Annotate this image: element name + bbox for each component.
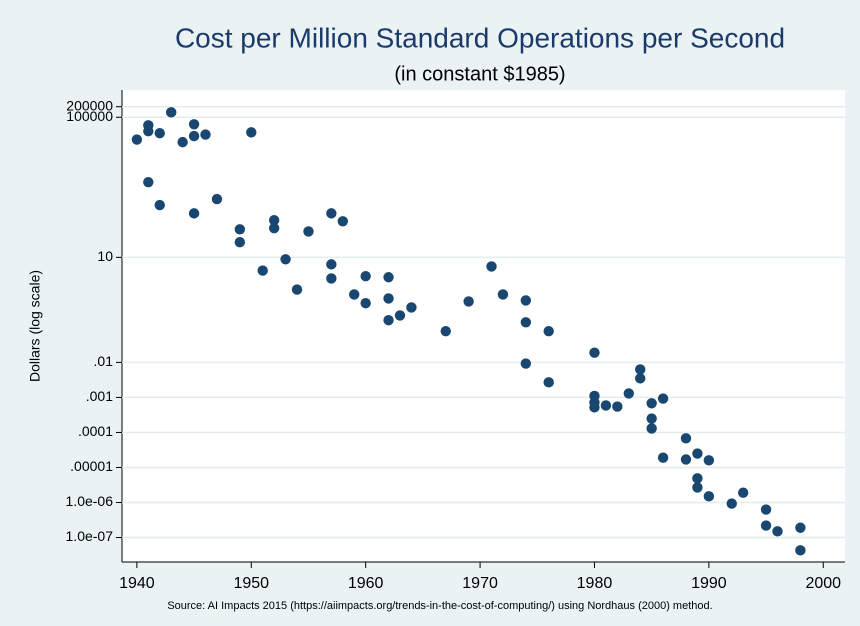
y-tick-label: 1.0e-06 bbox=[66, 493, 114, 509]
data-point bbox=[257, 265, 268, 276]
data-point bbox=[760, 520, 772, 531]
data-point bbox=[131, 134, 143, 145]
data-point bbox=[143, 176, 154, 188]
x-tick-label: 1940 bbox=[119, 575, 155, 592]
data-point bbox=[657, 452, 669, 463]
data-point bbox=[234, 224, 246, 235]
chart-subtitle: (in constant $1985) bbox=[394, 63, 565, 85]
data-point bbox=[703, 455, 715, 466]
data-point bbox=[543, 377, 554, 388]
data-point bbox=[486, 261, 497, 272]
data-point bbox=[726, 498, 737, 509]
data-point bbox=[795, 545, 806, 556]
data-point bbox=[646, 413, 657, 424]
data-point bbox=[280, 254, 291, 265]
data-point bbox=[703, 491, 715, 502]
data-point bbox=[188, 119, 200, 130]
y-tick-label: 200000 bbox=[66, 97, 113, 113]
data-point bbox=[200, 129, 211, 140]
data-point bbox=[623, 388, 634, 399]
data-point bbox=[211, 193, 223, 205]
data-point bbox=[635, 364, 646, 375]
data-point bbox=[291, 284, 303, 295]
data-point bbox=[268, 214, 280, 226]
source-note: Source: AI Impacts 2015 (https://aiimpac… bbox=[167, 600, 712, 612]
data-point bbox=[589, 347, 600, 358]
chart-title: Cost per Million Standard Operations per… bbox=[175, 22, 785, 53]
data-point bbox=[143, 125, 154, 137]
data-point bbox=[497, 289, 509, 300]
y-tick-label: .01 bbox=[94, 353, 114, 369]
data-point bbox=[326, 208, 337, 219]
data-point bbox=[394, 310, 406, 321]
y-tick-label: .0001 bbox=[78, 423, 113, 439]
y-tick-label: .001 bbox=[86, 388, 113, 404]
plot-area bbox=[122, 90, 845, 562]
data-point bbox=[520, 317, 532, 328]
data-point bbox=[383, 315, 394, 326]
data-point bbox=[234, 237, 246, 248]
data-point bbox=[657, 393, 669, 404]
data-point bbox=[612, 401, 623, 412]
y-tick-label: 10 bbox=[97, 248, 113, 264]
data-point bbox=[589, 402, 600, 413]
data-point bbox=[692, 448, 703, 459]
data-point bbox=[635, 373, 646, 384]
data-point bbox=[188, 130, 200, 142]
data-point bbox=[520, 358, 532, 369]
data-point bbox=[337, 216, 348, 227]
y-axis-label: Dollars (log scale) bbox=[27, 270, 43, 382]
data-point bbox=[188, 208, 200, 219]
y-tick-label: 1.0e-07 bbox=[66, 528, 114, 544]
data-point bbox=[154, 199, 165, 211]
data-point bbox=[680, 433, 692, 444]
x-tick-label: 1950 bbox=[233, 575, 269, 592]
data-point bbox=[692, 482, 703, 493]
data-point bbox=[349, 289, 360, 300]
x-tick-label: 1960 bbox=[348, 575, 384, 592]
data-point bbox=[268, 222, 280, 234]
data-point bbox=[680, 454, 692, 465]
data-point bbox=[383, 272, 394, 283]
data-point bbox=[463, 296, 474, 307]
data-point bbox=[177, 136, 188, 148]
data-point bbox=[646, 398, 657, 409]
data-point bbox=[406, 302, 417, 313]
data-point bbox=[165, 107, 177, 118]
data-point bbox=[326, 259, 337, 270]
data-point bbox=[772, 526, 783, 537]
x-tick-label: 2000 bbox=[805, 575, 841, 592]
data-point bbox=[440, 325, 451, 337]
data-point bbox=[600, 400, 612, 411]
data-point bbox=[646, 423, 657, 434]
data-point bbox=[360, 298, 371, 309]
x-tick-label: 1990 bbox=[691, 575, 727, 592]
x-tick-label: 1980 bbox=[577, 575, 613, 592]
data-point bbox=[692, 473, 703, 484]
data-point bbox=[795, 522, 806, 533]
data-point bbox=[383, 293, 394, 304]
data-point bbox=[360, 270, 371, 282]
data-point bbox=[154, 128, 165, 139]
y-tick-label: 100000 bbox=[66, 108, 113, 124]
data-point bbox=[246, 127, 257, 138]
data-point bbox=[303, 226, 314, 237]
data-point bbox=[326, 273, 337, 284]
data-point bbox=[520, 295, 532, 306]
data-point bbox=[760, 504, 772, 515]
data-point bbox=[737, 487, 749, 498]
data-point bbox=[543, 325, 554, 337]
x-tick-label: 1970 bbox=[462, 575, 498, 592]
y-tick-label: .00001 bbox=[70, 458, 113, 474]
